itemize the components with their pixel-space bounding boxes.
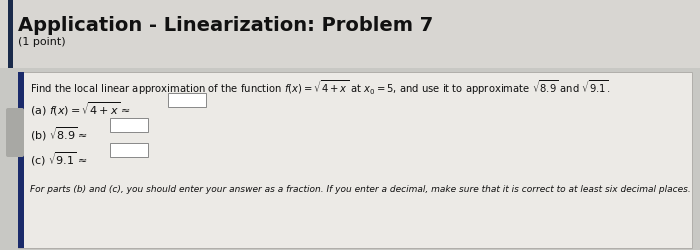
Bar — [0, 0, 700, 68]
Text: Application - Linearization: Problem 7: Application - Linearization: Problem 7 — [18, 16, 433, 35]
Text: (c) $\sqrt{9.1} \approx$: (c) $\sqrt{9.1} \approx$ — [30, 150, 88, 168]
Bar — [110, 118, 148, 132]
Bar — [168, 93, 206, 107]
Text: (b) $\sqrt{8.9} \approx$: (b) $\sqrt{8.9} \approx$ — [30, 125, 88, 143]
Text: (1 point): (1 point) — [18, 37, 66, 47]
Bar — [18, 72, 24, 248]
Text: Find the local linear approximation of the function $f(x) = \sqrt{4+x}$ at $x_0 : Find the local linear approximation of t… — [30, 78, 610, 96]
Text: (a) $f(x) = \sqrt{4+x} \approx$: (a) $f(x) = \sqrt{4+x} \approx$ — [30, 100, 130, 118]
FancyBboxPatch shape — [6, 108, 24, 157]
Bar — [18, 72, 692, 248]
Bar — [110, 143, 148, 157]
Bar — [8, 0, 13, 68]
Text: For parts (b) and (c), you should enter your answer as a fraction. If you enter : For parts (b) and (c), you should enter … — [30, 185, 691, 194]
